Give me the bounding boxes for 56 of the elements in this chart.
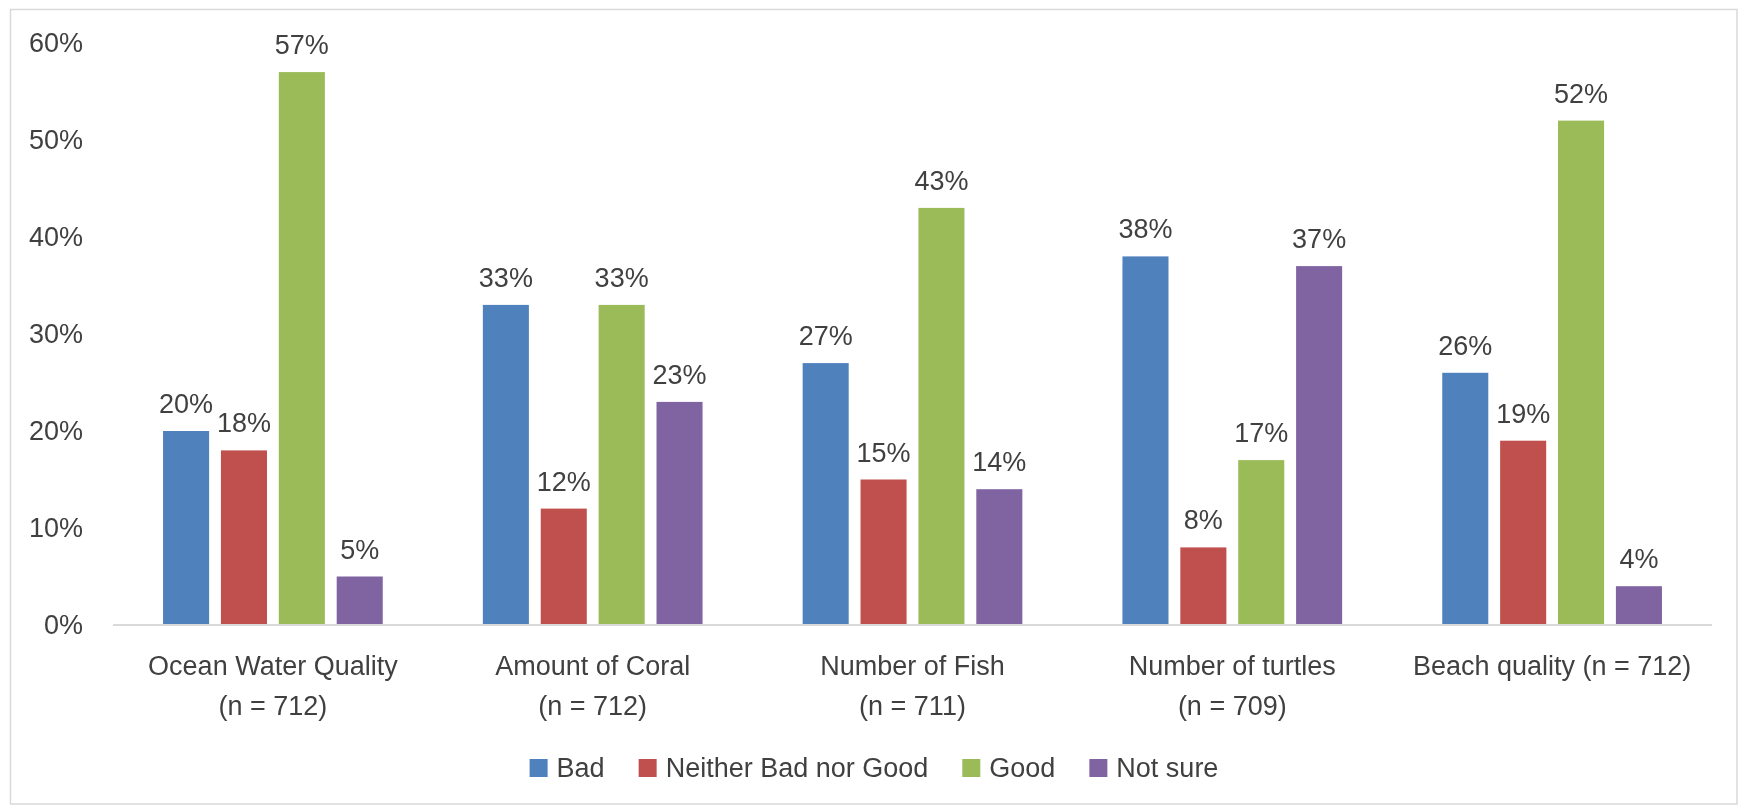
data-label: 37% bbox=[1292, 224, 1347, 255]
x-tick-label: Number of Fish (n = 711) bbox=[820, 651, 1005, 721]
bar bbox=[1442, 372, 1489, 625]
data-label: 4% bbox=[1619, 544, 1659, 575]
data-label: 33% bbox=[594, 262, 649, 293]
bar bbox=[598, 304, 645, 625]
data-label: 27% bbox=[798, 321, 853, 352]
data-label: 43% bbox=[914, 165, 969, 196]
bar bbox=[860, 479, 907, 625]
data-label: 23% bbox=[652, 359, 707, 390]
bar bbox=[1122, 256, 1169, 625]
data-label: 26% bbox=[1438, 330, 1493, 361]
bar bbox=[918, 207, 965, 625]
bar bbox=[540, 508, 587, 625]
y-tick-label: 50% bbox=[28, 125, 83, 155]
legend-label: Neither Bad nor Good bbox=[665, 753, 929, 783]
bar bbox=[1180, 547, 1227, 625]
y-tick-label: 0% bbox=[43, 610, 83, 640]
bar bbox=[802, 363, 849, 625]
data-label: 19% bbox=[1496, 398, 1551, 429]
data-label: 52% bbox=[1554, 78, 1609, 109]
bar bbox=[656, 401, 703, 625]
y-tick-label: 60% bbox=[28, 28, 83, 58]
bar bbox=[1615, 586, 1662, 625]
data-label: 57% bbox=[274, 30, 329, 61]
data-label: 8% bbox=[1183, 505, 1223, 536]
bar bbox=[220, 450, 267, 625]
y-tick-label: 20% bbox=[28, 416, 83, 446]
legend-label: Not sure bbox=[1116, 753, 1219, 783]
data-label: 20% bbox=[159, 389, 214, 419]
x-tick-label: Beach quality (n = 712) bbox=[1412, 651, 1692, 681]
bar bbox=[1558, 120, 1605, 625]
data-label: 33% bbox=[478, 262, 533, 293]
bar bbox=[1238, 460, 1285, 625]
data-label: 38% bbox=[1118, 214, 1173, 245]
bar bbox=[1296, 266, 1343, 625]
bar bbox=[482, 304, 529, 625]
bar bbox=[336, 576, 383, 625]
x-tick-label: Number of turtles (n = 709) bbox=[1128, 651, 1336, 721]
data-label: 15% bbox=[856, 437, 911, 468]
data-label: 12% bbox=[536, 466, 591, 497]
legend-label: Bad bbox=[556, 753, 605, 783]
data-label: 17% bbox=[1234, 418, 1289, 449]
bar bbox=[1500, 440, 1547, 625]
y-tick-label: 40% bbox=[28, 222, 83, 252]
bar bbox=[976, 489, 1023, 625]
data-label: 18% bbox=[216, 408, 271, 439]
bar bbox=[163, 431, 210, 625]
bar bbox=[278, 72, 325, 625]
x-tick-label: Amount of Coral (n = 712) bbox=[495, 651, 691, 721]
y-tick-label: 30% bbox=[28, 319, 83, 349]
legend-label: Good bbox=[989, 753, 1056, 783]
data-label: 5% bbox=[340, 534, 380, 565]
data-label: 14% bbox=[972, 447, 1027, 478]
x-tick-label: Ocean Water Quality (n = 712) bbox=[148, 651, 399, 721]
y-tick-label: 10% bbox=[28, 513, 83, 543]
